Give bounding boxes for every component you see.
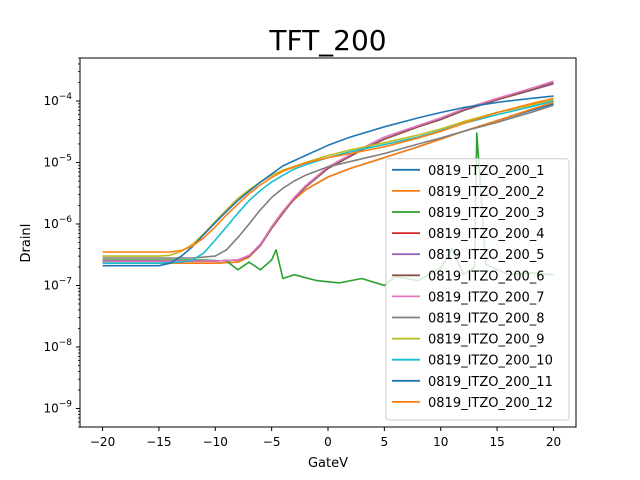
legend-label: 0819_ITZO_200_7 xyxy=(428,290,545,305)
series-line-8 xyxy=(102,104,554,259)
x-tick-label: 5 xyxy=(381,435,389,449)
legend-label: 0819_ITZO_200_5 xyxy=(428,248,545,263)
x-tick-label: −20 xyxy=(90,435,115,449)
series-line-11 xyxy=(102,95,554,267)
series-line-12 xyxy=(102,97,554,253)
x-tick-label: −5 xyxy=(263,435,281,449)
legend-label: 0819_ITZO_200_9 xyxy=(428,333,545,348)
series-layer xyxy=(102,80,554,287)
y-axis-label: DrainI xyxy=(19,223,34,262)
legend-label: 0819_ITZO_200_11 xyxy=(428,375,553,390)
legend-label: 0819_ITZO_200_4 xyxy=(428,227,545,242)
legend-label: 0819_ITZO_200_6 xyxy=(428,269,545,284)
legend-label: 0819_ITZO_200_10 xyxy=(428,354,553,369)
x-tick-label: −10 xyxy=(203,435,228,449)
legend-box xyxy=(385,158,570,421)
x-tick-label: 10 xyxy=(433,435,448,449)
legend: 0819_ITZO_200_1 0819_ITZO_200_2 0819_ITZO_… xyxy=(385,158,570,421)
chart-title: TFT_200 xyxy=(268,24,386,57)
x-tick-label: 0 xyxy=(324,435,332,449)
legend-label: 0819_ITZO_200_3 xyxy=(428,206,545,221)
x-axis-label: GateV xyxy=(308,456,348,471)
legend-label: 0819_ITZO_200_1 xyxy=(428,164,545,179)
legend-label: 0819_ITZO_200_2 xyxy=(428,185,545,200)
x-tick-label: −15 xyxy=(146,435,171,449)
x-tick-label: 20 xyxy=(546,435,561,449)
series-line-3 xyxy=(102,132,554,287)
series-line-9 xyxy=(102,98,554,257)
x-axis: −20 −15 −10 −5 0 5 10 15 20 xyxy=(90,427,561,449)
x-tick-label: 15 xyxy=(489,435,504,449)
legend-label: 0819_ITZO_200_12 xyxy=(428,396,553,411)
legend-label: 0819_ITZO_200_8 xyxy=(428,312,545,327)
series-line-7 xyxy=(102,80,554,262)
